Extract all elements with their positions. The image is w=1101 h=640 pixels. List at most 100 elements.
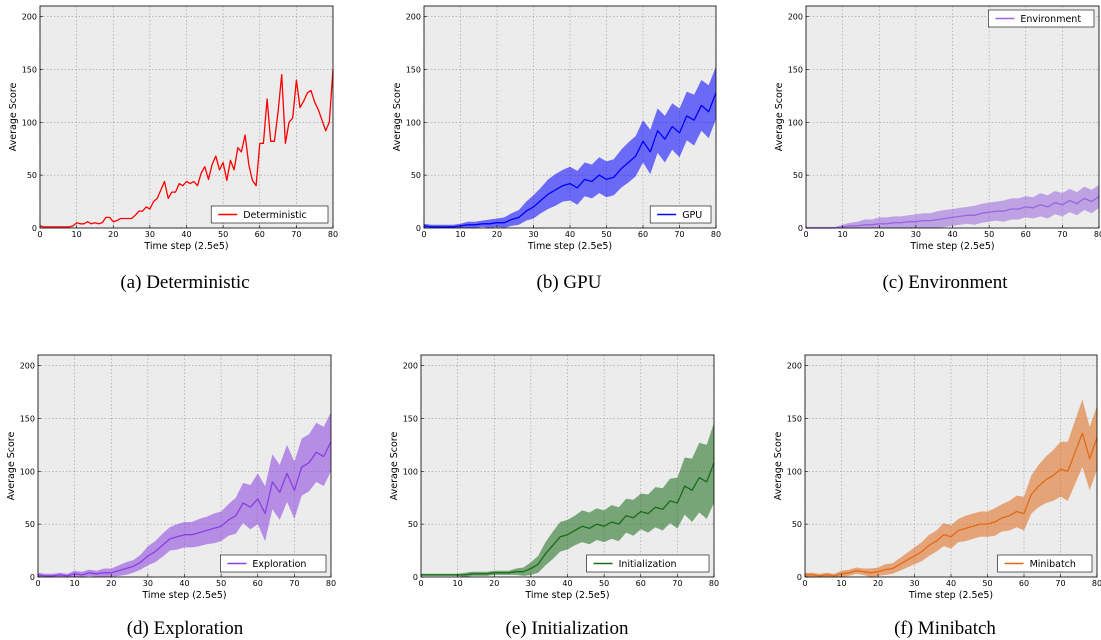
y-axis-label: Average Score [6,432,17,501]
y-axis-label: Average Score [389,432,400,501]
series-line-initialization [421,462,715,576]
y-tick-label: 100 [788,118,803,127]
x-tick-label: 80 [1092,579,1101,588]
y-tick-label: 100 [22,118,37,127]
y-tick-label: 50 [793,171,803,180]
x-tick-label: 60 [638,230,648,239]
x-tick-label: 50 [984,230,994,239]
x-tick-label: 30 [143,579,153,588]
series-band-exploration [38,412,331,577]
x-tick-label: 60 [253,579,263,588]
caption-gpu: (b) GPU [537,272,602,293]
x-tick-label: 70 [289,579,299,588]
series-line-minibatch [805,432,1098,577]
y-axis-label: Average Score [773,432,784,501]
y-tick-label: 0 [30,573,35,582]
y-tick-label: 100 [20,467,35,476]
panel-minibatch: (f) Minibatch 0 10 20 30 40 50 60 70 80 0 50 100 150… [773,354,1101,639]
x-tick-label: 40 [562,579,572,588]
series-line-deterministic [39,69,334,228]
x-tick-label: 60 [255,230,265,239]
caption-minibatch: (f) Minibatch [894,618,996,639]
x-axis-label: Time step (2.5e5) [909,241,994,252]
y-tick-label: 200 [406,13,421,22]
panel-initialization: (e) Initialization 0 10 20 30 40 50 60 70 80 0 50 1… [389,354,719,639]
panel-gpu: (b) GPU 0 10 20 30 40 50 60 70 80 0 50 100 150 200 Tim… [392,5,721,293]
x-tick-label: 80 [709,579,719,588]
x-tick-label: 10 [455,230,465,239]
x-tick-label: 0 [802,579,807,588]
x-tick-label: 50 [601,230,611,239]
y-tick-label: 50 [408,520,418,529]
y-tick-label: 150 [406,65,421,74]
x-tick-label: 70 [291,230,301,239]
series-band-initialization [421,422,714,577]
legend-box [586,554,710,573]
plot-area [40,6,333,228]
x-tick-label: 80 [326,579,336,588]
x-tick-label: 0 [35,579,40,588]
x-tick-label: 60 [636,579,646,588]
legend-box [997,554,1093,573]
y-tick-label: 50 [27,171,37,180]
y-axis-label: Average Score [774,83,785,152]
series-band-environment [806,184,1099,228]
y-tick-label: 150 [787,414,802,423]
x-tick-label: 40 [565,230,575,239]
x-tick-label: 40 [181,230,191,239]
x-tick-label: 0 [421,230,426,239]
x-tick-label: 30 [909,579,919,588]
y-axis-label: Average Score [8,83,19,152]
x-tick-label: 70 [1057,230,1067,239]
x-tick-label: 70 [674,230,684,239]
x-tick-label: 20 [489,579,499,588]
y-tick-label: 200 [20,362,35,371]
x-tick-label: 10 [453,579,463,588]
y-tick-label: 50 [792,520,802,529]
panel-exploration: (d) Exploration 0 10 20 30 40 50 60 70 80 0 50 100 1… [6,354,336,639]
y-tick-label: 200 [788,13,803,22]
x-tick-label: 0 [37,230,42,239]
legend-box [649,205,712,224]
y-tick-label: 0 [797,573,802,582]
x-tick-label: 30 [526,579,536,588]
x-axis-label: Time step (2.5e5) [908,590,993,601]
x-tick-label: 70 [672,579,682,588]
legend-label: Initialization [619,559,677,570]
legend-box [220,554,327,573]
x-axis-label: Time step (2.5e5) [141,590,226,601]
x-tick-label: 40 [179,579,189,588]
x-tick-label: 20 [874,230,884,239]
y-tick-label: 150 [22,65,37,74]
x-tick-label: 50 [216,579,226,588]
y-tick-label: 200 [787,362,802,371]
y-tick-label: 100 [787,467,802,476]
y-tick-label: 0 [413,573,418,582]
x-tick-label: 0 [418,579,423,588]
panel-environment: (c) Environment 0 10 20 30 40 50 60 70 80 0 50 100 1… [774,5,1101,293]
x-tick-label: 20 [106,579,116,588]
x-tick-label: 0 [803,230,808,239]
series-band-minibatch [805,399,1097,577]
y-tick-label: 200 [22,13,37,22]
panel-deterministic: (a) Deterministic 0 10 20 30 40 50 60 70 80 0 50 10… [8,5,338,293]
x-tick-label: 50 [599,579,609,588]
y-tick-label: 200 [403,362,418,371]
y-tick-label: 50 [25,520,35,529]
y-tick-label: 150 [788,65,803,74]
legend-label: Deterministic [243,210,307,221]
x-tick-label: 70 [1055,579,1065,588]
x-tick-label: 10 [72,230,82,239]
y-tick-label: 0 [32,224,37,233]
caption-deterministic: (a) Deterministic [120,272,249,293]
y-tick-label: 150 [20,414,35,423]
x-tick-label: 30 [911,230,921,239]
caption-initialization: (e) Initialization [506,618,629,639]
caption-environment: (c) Environment [882,272,1008,293]
series-line-exploration [37,441,332,577]
series-line-environment [806,195,1100,229]
legend-label: Environment [1020,14,1081,25]
caption-exploration: (d) Exploration [127,618,244,639]
series-band-gpu [424,66,716,228]
